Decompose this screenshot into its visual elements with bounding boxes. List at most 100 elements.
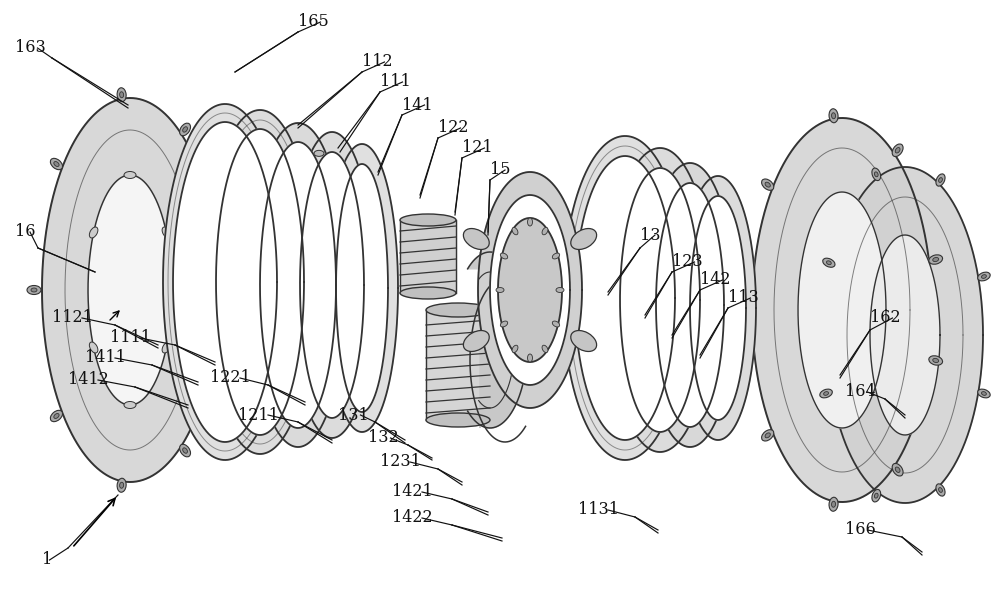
Polygon shape: [498, 218, 562, 362]
Polygon shape: [608, 148, 712, 452]
Ellipse shape: [929, 255, 943, 264]
Ellipse shape: [162, 227, 171, 238]
Ellipse shape: [552, 253, 560, 259]
Text: 121: 121: [462, 139, 493, 156]
Polygon shape: [870, 235, 940, 435]
Ellipse shape: [500, 321, 508, 327]
Ellipse shape: [978, 389, 990, 398]
Ellipse shape: [183, 127, 187, 132]
Ellipse shape: [895, 467, 900, 472]
Ellipse shape: [936, 484, 945, 496]
Text: 1121: 1121: [52, 310, 93, 326]
Polygon shape: [426, 310, 490, 420]
Ellipse shape: [542, 345, 548, 353]
Ellipse shape: [426, 303, 490, 317]
Ellipse shape: [216, 234, 230, 244]
Polygon shape: [300, 152, 364, 418]
Text: 164: 164: [845, 383, 876, 400]
Ellipse shape: [762, 179, 774, 191]
Polygon shape: [680, 176, 756, 440]
Ellipse shape: [765, 433, 770, 438]
Text: 13: 13: [640, 227, 660, 243]
Ellipse shape: [936, 174, 945, 186]
Ellipse shape: [742, 308, 748, 312]
Ellipse shape: [31, 288, 37, 292]
Ellipse shape: [54, 162, 59, 166]
Ellipse shape: [552, 321, 560, 327]
Text: 1421: 1421: [392, 483, 433, 501]
Ellipse shape: [463, 331, 489, 352]
Ellipse shape: [978, 272, 990, 281]
Polygon shape: [575, 156, 675, 440]
Ellipse shape: [982, 275, 986, 278]
Ellipse shape: [120, 482, 124, 488]
Ellipse shape: [892, 463, 903, 476]
Polygon shape: [173, 122, 277, 442]
Text: 166: 166: [845, 522, 876, 538]
Polygon shape: [290, 132, 374, 438]
Text: 1412: 1412: [68, 371, 109, 388]
Polygon shape: [478, 172, 582, 408]
Text: 15: 15: [490, 162, 511, 178]
Ellipse shape: [257, 206, 267, 212]
Ellipse shape: [89, 227, 98, 238]
Ellipse shape: [463, 228, 489, 249]
Text: 1231: 1231: [380, 454, 421, 471]
Text: 122: 122: [438, 120, 468, 136]
Text: 123: 123: [672, 254, 703, 270]
Ellipse shape: [183, 448, 187, 453]
Text: 16: 16: [15, 224, 36, 240]
Ellipse shape: [216, 336, 230, 346]
Ellipse shape: [400, 287, 456, 299]
Ellipse shape: [933, 358, 939, 362]
Polygon shape: [645, 163, 735, 447]
Ellipse shape: [832, 501, 836, 507]
Text: 131: 131: [338, 406, 369, 424]
Text: 112: 112: [362, 53, 393, 70]
Text: 132: 132: [368, 430, 399, 447]
Ellipse shape: [872, 489, 881, 502]
Ellipse shape: [832, 113, 836, 119]
Ellipse shape: [571, 228, 597, 249]
Ellipse shape: [895, 148, 900, 153]
Ellipse shape: [162, 342, 171, 353]
Polygon shape: [216, 129, 304, 435]
Polygon shape: [563, 136, 687, 460]
Polygon shape: [798, 192, 886, 428]
Ellipse shape: [892, 144, 903, 156]
Polygon shape: [326, 144, 398, 432]
Polygon shape: [88, 175, 172, 405]
Text: 1221: 1221: [210, 370, 251, 386]
Ellipse shape: [120, 92, 124, 98]
Text: 162: 162: [870, 310, 901, 326]
Polygon shape: [42, 98, 218, 482]
Ellipse shape: [874, 493, 878, 498]
Ellipse shape: [220, 237, 226, 242]
Polygon shape: [752, 118, 932, 502]
Ellipse shape: [939, 487, 942, 492]
Polygon shape: [656, 183, 724, 427]
Text: 1111: 1111: [110, 329, 151, 347]
Polygon shape: [490, 195, 570, 385]
Ellipse shape: [824, 392, 828, 395]
Ellipse shape: [829, 109, 838, 123]
Ellipse shape: [180, 444, 191, 457]
Ellipse shape: [27, 285, 41, 294]
Ellipse shape: [528, 218, 532, 226]
Text: 141: 141: [402, 97, 433, 114]
Ellipse shape: [117, 88, 126, 102]
Text: 142: 142: [700, 272, 730, 288]
Ellipse shape: [220, 338, 226, 343]
Polygon shape: [250, 123, 346, 447]
Polygon shape: [336, 164, 388, 412]
Polygon shape: [260, 142, 336, 428]
Text: 1131: 1131: [578, 501, 619, 519]
Text: 1411: 1411: [85, 350, 126, 367]
Ellipse shape: [556, 287, 564, 293]
Ellipse shape: [426, 413, 490, 427]
Polygon shape: [690, 196, 746, 420]
Ellipse shape: [400, 214, 456, 226]
Text: 1211: 1211: [238, 406, 279, 424]
Ellipse shape: [542, 227, 548, 235]
Polygon shape: [468, 252, 528, 428]
